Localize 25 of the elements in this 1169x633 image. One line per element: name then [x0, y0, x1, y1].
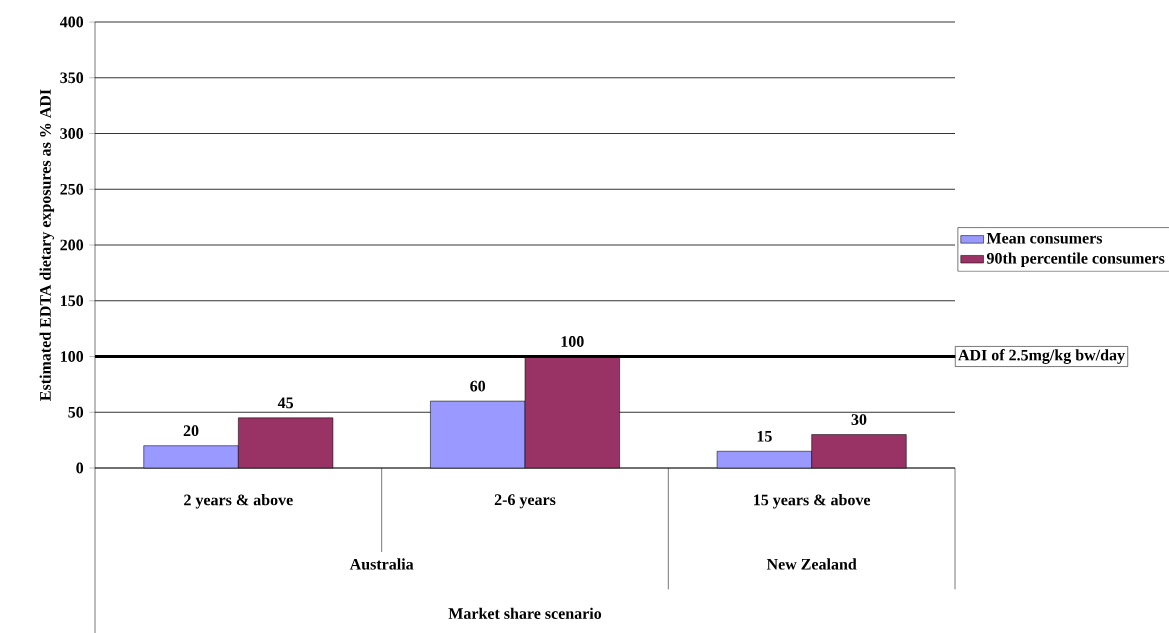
data-label: 20	[183, 425, 199, 437]
x-tick-label: 2 years & above	[184, 494, 293, 509]
data-label: 15	[757, 430, 772, 442]
y-axis-title: Estimated EDTA dietary exposures as % ADI	[39, 89, 55, 401]
text: New Zealand	[766, 558, 857, 570]
y-tick-label: 100	[60, 351, 84, 362]
x-tick-label: 15 years & above	[754, 494, 871, 509]
y-tick-label: 0	[76, 462, 84, 474]
ref-line-label: ADI of 2.5mg/kg bw/day	[958, 349, 1125, 364]
y-tick-label: 250	[60, 183, 84, 195]
y-tick-label: 50	[68, 406, 84, 418]
data-label: 45	[277, 397, 294, 409]
legend-label: 90th percentile consumers	[986, 252, 1165, 267]
data-label: 30	[851, 414, 867, 425]
x-tick-label: 2-6 years	[494, 494, 556, 509]
text: Australia	[349, 558, 414, 570]
y-tick-label: 200	[60, 239, 84, 251]
y-tick-label: 300	[60, 128, 84, 139]
data-label: 60	[470, 380, 486, 392]
legend-label: Mean consumers	[986, 232, 1103, 244]
text: Market share scenario	[448, 607, 602, 619]
y-tick-label: 150	[60, 295, 84, 307]
data-label: 100	[561, 336, 584, 347]
y-tick-label: 350	[60, 72, 84, 84]
y-tick-label: 400	[59, 16, 84, 28]
